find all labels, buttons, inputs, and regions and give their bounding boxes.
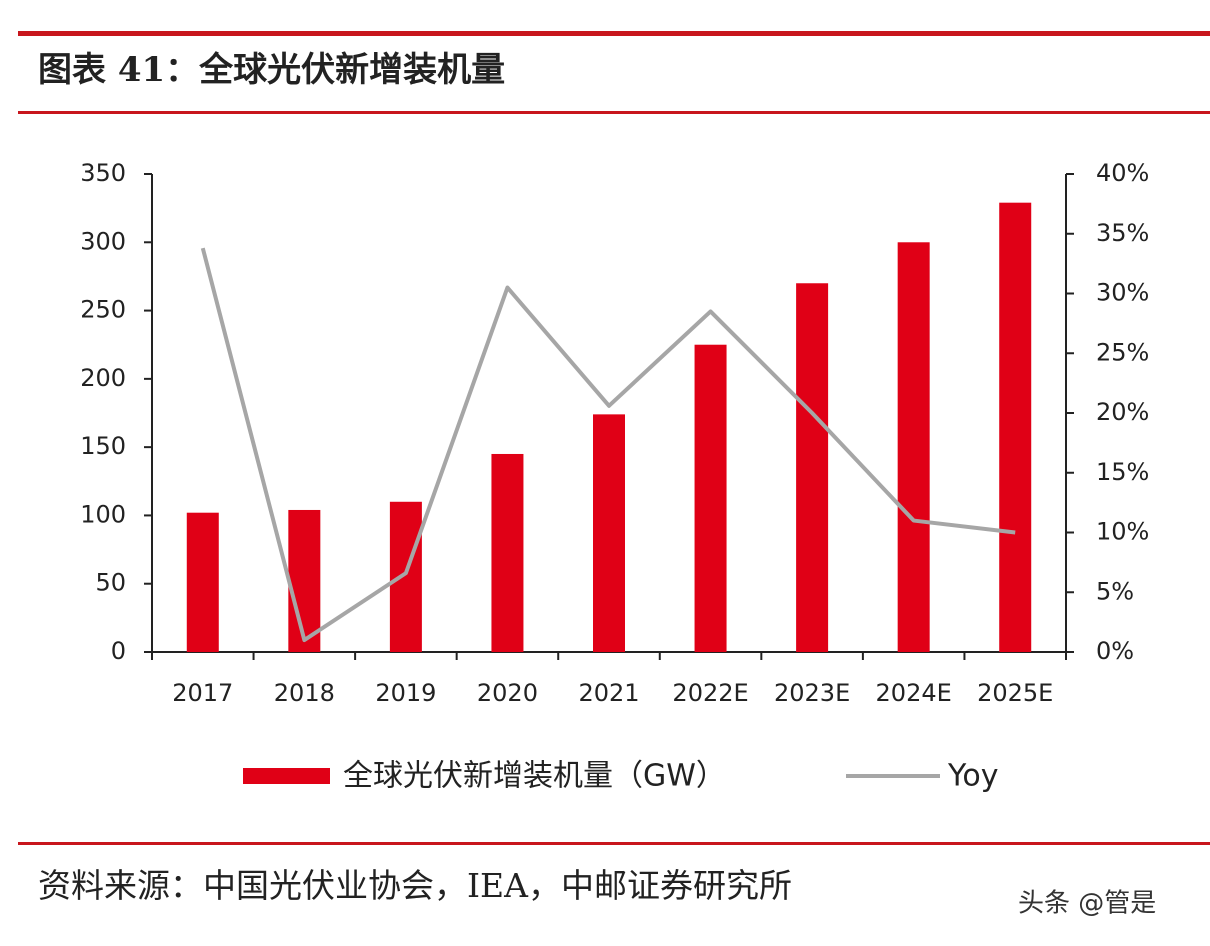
bar <box>999 202 1032 652</box>
y-tick-label: 0 <box>111 637 126 665</box>
bar <box>897 242 930 653</box>
bottom-rule <box>18 842 1210 845</box>
y2-tick-label: 20% <box>1096 398 1149 426</box>
x-tick-label: 2018 <box>274 679 335 707</box>
x-tick-label: 2021 <box>578 679 639 707</box>
x-tick-label: 2024E <box>876 679 952 707</box>
y2-tick-label: 40% <box>1096 159 1149 187</box>
x-tick-label: 2020 <box>477 679 538 707</box>
yoy-line <box>200 247 1016 643</box>
y2-tick-label: 35% <box>1096 219 1149 247</box>
y-tick-label: 300 <box>80 227 126 255</box>
y2-tick-label: 25% <box>1096 338 1149 366</box>
y2-tick-label: 30% <box>1096 279 1149 307</box>
bar <box>694 344 727 652</box>
bar <box>288 509 321 652</box>
y2-tick-label: 10% <box>1096 518 1149 546</box>
y-tick-label: 50 <box>95 569 126 597</box>
bar <box>491 453 524 652</box>
y-tick-label: 200 <box>80 364 126 392</box>
legend-label: 全球光伏新增装机量（GW） <box>343 759 726 794</box>
y2-tick-label: 15% <box>1096 458 1149 486</box>
y-tick-label: 150 <box>80 432 126 460</box>
y-tick-label: 250 <box>80 296 126 324</box>
legend-swatch <box>243 768 330 784</box>
bar <box>186 512 219 652</box>
source-note: 资料来源：中国光伏业协会，IEA，中邮证券研究所 <box>38 866 792 905</box>
legend-label: Yoy <box>947 759 998 794</box>
x-tick-label: 2017 <box>172 679 233 707</box>
y-tick-label: 350 <box>80 159 126 187</box>
y2-tick-label: 0% <box>1096 637 1134 665</box>
title-rule <box>18 111 1210 114</box>
bar <box>593 414 625 652</box>
watermark: 头条 @管是 <box>1018 889 1156 919</box>
y2-tick-label: 5% <box>1096 577 1134 605</box>
x-tick-label: 2025E <box>977 679 1053 707</box>
top-rule <box>18 31 1210 36</box>
y-tick-label: 100 <box>80 500 126 528</box>
x-tick-label: 2023E <box>774 679 850 707</box>
x-tick-label: 2019 <box>375 679 436 707</box>
page-title: 图表 41：全球光伏新增装机量 <box>38 50 505 90</box>
bar <box>389 501 422 652</box>
bar <box>796 283 829 652</box>
x-tick-label: 2022E <box>672 679 748 707</box>
